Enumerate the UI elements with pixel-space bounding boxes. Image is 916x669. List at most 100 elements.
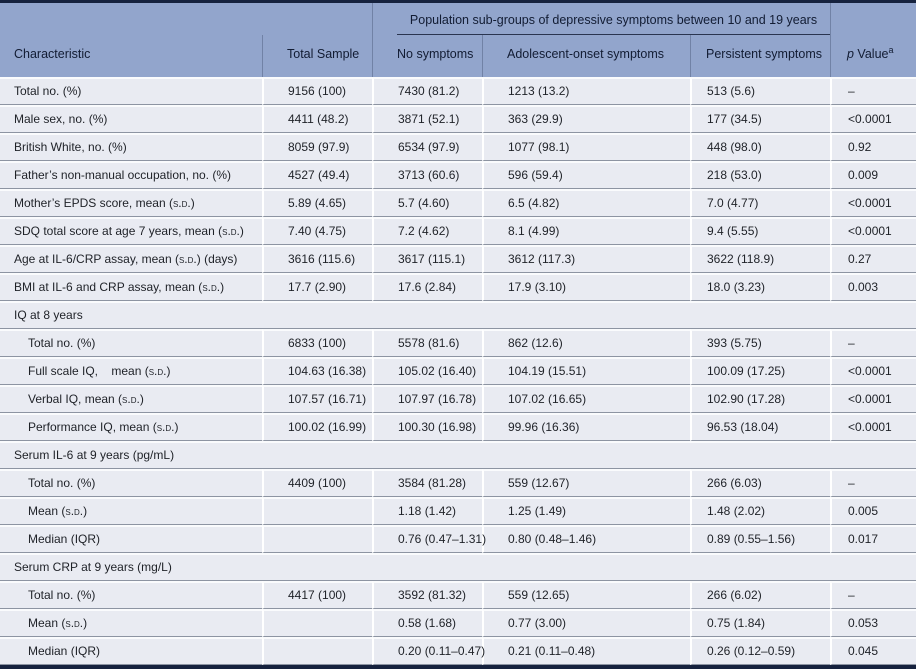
total-sample-value: 7.40 (4.75) <box>262 217 372 245</box>
sd-smallcaps: s.d. <box>178 252 197 266</box>
row-label: Mean (s.d.) <box>0 497 262 525</box>
p-value-italic: p <box>847 47 854 61</box>
total-sample-value <box>262 525 372 553</box>
no-symptoms-value: 0.58 (1.68) <box>372 609 482 637</box>
adolescent-onset-value: 99.96 (16.36) <box>482 413 690 441</box>
no-symptoms-value: 3713 (60.6) <box>372 161 482 189</box>
data-row: Median (IQR) 0.20 (0.11–0.47) 0.21 (0.11–0… <box>0 637 916 665</box>
persistent-value: 102.90 (17.28) <box>690 385 830 413</box>
no-symptoms-value: 105.02 (16.40) <box>372 357 482 385</box>
total-sample-value: 5.89 (4.65) <box>262 189 372 217</box>
sd-smallcaps: s.d. <box>122 392 140 406</box>
persistent-value: 0.89 (0.55–1.56) <box>690 525 830 553</box>
section-label: IQ at 8 years <box>0 301 916 329</box>
adolescent-onset-value: 0.80 (0.48–1.46) <box>482 525 690 553</box>
data-row: Mean (s.d.) 0.58 (1.68) 0.77 (3.00) 0.75 (1… <box>0 609 916 637</box>
row-label: Total no. (%) <box>0 469 262 497</box>
no-symptoms-value: 3617 (115.1) <box>372 245 482 273</box>
sd-smallcaps: s.d. <box>148 364 167 378</box>
p-value: 0.27 <box>830 245 916 273</box>
column-header-total-sample: Total Sample <box>262 35 372 77</box>
group-header-label: Population sub-groups of depressive symp… <box>409 13 818 27</box>
adolescent-onset-value: 1213 (13.2) <box>482 77 690 105</box>
persistent-value: 96.53 (18.04) <box>690 413 830 441</box>
no-symptoms-value: 0.20 (0.11–0.47) <box>372 637 485 665</box>
row-label: Mother’s EPDS score, mean (s.d.) <box>0 189 262 217</box>
persistent-value: 3622 (118.9) <box>690 245 830 273</box>
row-label: Median (IQR) <box>0 637 262 665</box>
section-row: Serum IL-6 at 9 years (pg/mL) <box>0 441 916 469</box>
p-value: <0.0001 <box>830 385 916 413</box>
column-header-persistent-symptoms: Persistent symptoms <box>690 35 830 77</box>
row-label: Total no. (%) <box>0 77 262 105</box>
row-label: Age at IL-6/CRP assay, mean (s.d.) (days… <box>0 245 262 273</box>
adolescent-onset-value: 107.02 (16.65) <box>482 385 690 413</box>
p-value-superscript: a <box>888 44 894 55</box>
adolescent-onset-value: 559 (12.65) <box>482 581 690 609</box>
p-value: 0.92 <box>830 133 916 161</box>
section-row: Serum CRP at 9 years (mg/L) <box>0 553 916 581</box>
row-label: Median (IQR) <box>0 525 262 553</box>
sd-smallcaps: s.d. <box>172 196 191 210</box>
group-header-rule: Population sub-groups of depressive symp… <box>397 7 830 35</box>
row-label: Total no. (%) <box>0 329 262 357</box>
data-row: Total no. (%) 9156 (100) 7430 (81.2) 1213 (… <box>0 77 916 105</box>
section-label: Serum CRP at 9 years (mg/L) <box>0 553 916 581</box>
row-label: BMI at IL-6 and CRP assay, mean (s.d.) <box>0 273 262 301</box>
no-symptoms-value: 5578 (81.6) <box>372 329 482 357</box>
row-label: Mean (s.d.) <box>0 609 262 637</box>
p-value: – <box>830 77 916 105</box>
column-header-row: Characteristic Total Sample No symptoms … <box>0 35 916 77</box>
total-sample-value: 4527 (49.4) <box>262 161 372 189</box>
total-sample-value: 3616 (115.6) <box>262 245 372 273</box>
table-body: Total no. (%) 9156 (100) 7430 (81.2) 1213 (… <box>0 77 916 665</box>
column-header-characteristic: Characteristic <box>0 35 262 77</box>
no-symptoms-value: 3592 (81.32) <box>372 581 482 609</box>
persistent-value: 1.48 (2.02) <box>690 497 830 525</box>
p-value: <0.0001 <box>830 105 916 133</box>
adolescent-onset-value: 1077 (98.1) <box>482 133 690 161</box>
row-label: Total no. (%) <box>0 581 262 609</box>
p-value: 0.045 <box>830 637 916 665</box>
column-header-no-symptoms: No symptoms <box>372 35 482 77</box>
persistent-value: 218 (53.0) <box>690 161 830 189</box>
group-header-row: Population sub-groups of depressive symp… <box>0 3 916 35</box>
adolescent-onset-value: 862 (12.6) <box>482 329 690 357</box>
p-value: – <box>830 581 916 609</box>
adolescent-onset-value: 0.77 (3.00) <box>482 609 690 637</box>
group-header-cell: Population sub-groups of depressive symp… <box>372 3 830 35</box>
data-row: Age at IL-6/CRP assay, mean (s.d.) (days… <box>0 245 916 273</box>
data-row: Total no. (%) 6833 (100) 5578 (81.6) 862 (1… <box>0 329 916 357</box>
row-label: SDQ total score at age 7 years, mean (s.… <box>0 217 262 245</box>
total-sample-value: 17.7 (2.90) <box>262 273 372 301</box>
data-row: Performance IQ, mean (s.d.) 100.02 (16.99… <box>0 413 916 441</box>
persistent-value: 100.09 (17.25) <box>690 357 830 385</box>
total-sample-value: 4411 (48.2) <box>262 105 372 133</box>
adolescent-onset-value: 104.19 (15.51) <box>482 357 690 385</box>
adolescent-onset-value: 0.21 (0.11–0.48) <box>482 637 690 665</box>
persistent-value: 266 (6.03) <box>690 469 830 497</box>
row-label: Verbal IQ, mean (s.d.) <box>0 385 262 413</box>
total-sample-value: 100.02 (16.99) <box>262 413 372 441</box>
p-value: <0.0001 <box>830 189 916 217</box>
persistent-value: 448 (98.0) <box>690 133 830 161</box>
total-sample-value: 107.57 (16.71) <box>262 385 372 413</box>
persistent-value: 18.0 (3.23) <box>690 273 830 301</box>
adolescent-onset-value: 363 (29.9) <box>482 105 690 133</box>
group-header-spacer-right <box>830 3 916 35</box>
persistent-value: 513 (5.6) <box>690 77 830 105</box>
persistent-value: 393 (5.75) <box>690 329 830 357</box>
p-value: 0.017 <box>830 525 916 553</box>
column-header-adolescent-onset-symptoms: Adolescent-onset symptoms <box>482 35 690 77</box>
no-symptoms-value: 3584 (81.28) <box>372 469 482 497</box>
sd-smallcaps: s.d. <box>156 420 175 434</box>
total-sample-value: 4417 (100) <box>262 581 372 609</box>
data-row: Median (IQR) 0.76 (0.47–1.31) 0.80 (0.48–1… <box>0 525 916 553</box>
total-sample-value: 9156 (100) <box>262 77 372 105</box>
persistent-value: 177 (34.5) <box>690 105 830 133</box>
no-symptoms-value: 1.18 (1.42) <box>372 497 482 525</box>
adolescent-onset-value: 1.25 (1.49) <box>482 497 690 525</box>
total-sample-value: 8059 (97.9) <box>262 133 372 161</box>
data-row: Total no. (%) 4409 (100) 3584 (81.28) 559 (… <box>0 469 916 497</box>
